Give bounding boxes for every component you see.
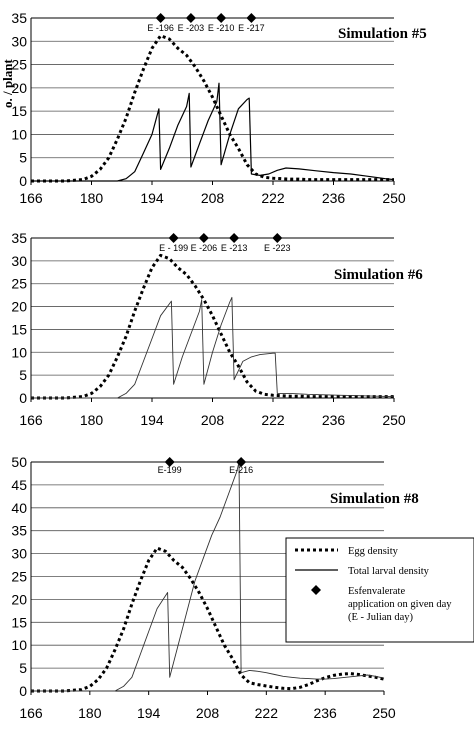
y-tick-label: 30	[11, 33, 27, 49]
application-label: E -213	[221, 243, 248, 253]
x-tick-label: 180	[80, 190, 104, 206]
application-label: E -203	[178, 23, 205, 33]
legend-app-label-3: (E - Julian day)	[348, 612, 414, 623]
x-tick-label: 166	[19, 190, 43, 206]
gridlines	[30, 461, 384, 692]
axis-ticks: 0 5 10 15 20 25 30 35 166 180 194 208 222 236 250	[11, 10, 405, 206]
application-diamond	[229, 233, 240, 243]
x-tick-label: 194	[140, 190, 164, 206]
application-label: E -196	[147, 23, 174, 33]
legend-larval-label: Total larval density	[348, 566, 430, 577]
application-markers: E -196 E -203 E -210 E -217	[147, 13, 265, 33]
chart-title: Simulation #6	[334, 267, 423, 283]
chart-panel-sim6: 0 5 10 15 20 25 30 35 166 180 194 208 222 236 250 E - …	[11, 230, 423, 428]
larval-density-line	[31, 82, 395, 182]
legend-app-label-1: Esfenvalerate	[348, 586, 405, 597]
x-tick-label: 208	[201, 190, 225, 206]
gridlines	[30, 17, 394, 182]
y-tick-label: 50	[11, 454, 27, 470]
y-tick-label: 15	[11, 614, 27, 630]
x-tick-label: 166	[19, 705, 43, 721]
y-tick-label: 40	[11, 500, 27, 516]
axis-ticks: 0 5 10 15 20 25 30 35 166 180 194 208 222 236 250	[11, 230, 405, 428]
y-tick-label: 30	[11, 253, 27, 269]
x-tick-label: 236	[313, 705, 337, 721]
x-tick-label: 222	[255, 705, 279, 721]
y-tick-label: 20	[11, 591, 27, 607]
legend-app-label-2: application on given day	[348, 599, 452, 610]
x-tick-label: 236	[322, 190, 346, 206]
y-tick-label: 15	[11, 103, 27, 119]
legend-egg-label: Egg density	[348, 546, 399, 557]
x-tick-label: 166	[19, 412, 43, 428]
application-label: E -210	[208, 23, 235, 33]
application-diamond	[246, 13, 257, 23]
chart-title: Simulation #5	[338, 26, 427, 42]
legend: Egg density Total larval density Esfenva…	[285, 537, 474, 643]
application-markers: E-199 E-216	[158, 457, 253, 475]
y-tick-label: 10	[11, 637, 27, 653]
application-diamond	[185, 13, 196, 23]
y-tick-label: 5	[19, 367, 27, 383]
x-tick-label: 222	[261, 412, 285, 428]
larval-density-line	[31, 296, 395, 399]
y-tick-label: 10	[11, 126, 27, 142]
y-tick-label: 35	[11, 10, 27, 26]
x-tick-label: 194	[137, 705, 161, 721]
application-diamond	[216, 13, 227, 23]
series-lines	[31, 253, 395, 400]
y-tick-label: 5	[19, 150, 27, 166]
x-tick-label: 180	[78, 705, 102, 721]
y-tick-label: 0	[19, 173, 27, 189]
x-tick-label: 250	[382, 412, 406, 428]
y-tick-label: 35	[11, 523, 27, 539]
egg-density-line	[31, 34, 394, 183]
application-markers: E - 199 E -206 E -213 E -223	[159, 233, 291, 253]
x-tick-label: 194	[140, 412, 164, 428]
y-tick-label: 0	[19, 683, 27, 699]
x-tick-label: 250	[382, 190, 406, 206]
y-tick-label: 30	[11, 546, 27, 562]
y-tick-label: 10	[11, 344, 27, 360]
y-tick-label: 0	[19, 390, 27, 406]
application-diamond	[168, 233, 179, 243]
series-lines	[31, 34, 395, 183]
y-axis-label: o. / plant	[0, 59, 15, 108]
x-tick-label: 208	[196, 705, 220, 721]
y-tick-label: 20	[11, 299, 27, 315]
chart-panel-sim5: 0 5 10 15 20 25 30 35 166 180 194 208 222 236 250 E -1…	[0, 10, 427, 206]
y-tick-label: 25	[11, 57, 27, 73]
x-tick-label: 180	[80, 412, 104, 428]
y-tick-label: 25	[11, 276, 27, 292]
y-tick-label: 25	[11, 569, 27, 585]
application-label: E - 199	[159, 243, 188, 253]
y-tick-label: 45	[11, 477, 27, 493]
y-tick-label: 5	[19, 660, 27, 676]
application-label: E -223	[264, 243, 291, 253]
y-tick-label: 15	[11, 321, 27, 337]
application-label: E -206	[191, 243, 218, 253]
application-label: E-216	[229, 465, 253, 475]
x-tick-label: 250	[372, 705, 396, 721]
application-label: E-199	[158, 465, 182, 475]
x-tick-label: 222	[261, 190, 285, 206]
chart-title: Simulation #8	[330, 491, 419, 507]
application-diamond	[272, 233, 283, 243]
chart-panel-sim8: 0 5 10 15 20 25 30 35 40 45 50 166 180 194 208 222 236 25…	[11, 454, 474, 721]
x-tick-label: 208	[201, 412, 225, 428]
egg-density-line	[31, 253, 394, 400]
application-diamond	[155, 13, 166, 23]
x-tick-label: 236	[322, 412, 346, 428]
axis-ticks: 0 5 10 15 20 25 30 35 40 45 50 166 180 194 208 222 236 25…	[11, 454, 395, 721]
application-diamond	[236, 457, 247, 467]
application-label: E -217	[238, 23, 265, 33]
application-diamond	[164, 457, 175, 467]
application-diamond	[198, 233, 209, 243]
y-tick-label: 20	[11, 80, 27, 96]
egg-density-line	[31, 546, 385, 693]
y-tick-label: 35	[11, 230, 27, 246]
legend-diamond-icon	[311, 585, 321, 595]
